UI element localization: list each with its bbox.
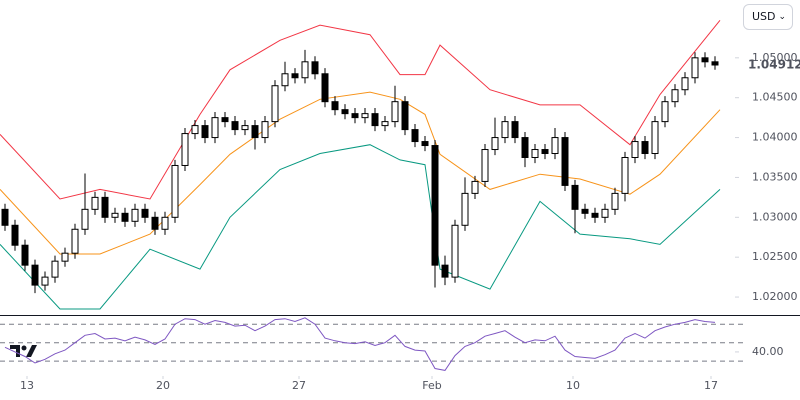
y-tick-label: 1.04000 — [752, 131, 798, 144]
candle-body — [61, 252, 69, 262]
candle-body — [371, 113, 379, 127]
chevron: ⌄ — [778, 12, 786, 22]
y-tick-label: 1.03500 — [752, 170, 798, 183]
candle-body — [631, 141, 639, 158]
x-tick-label: 10 — [566, 379, 580, 392]
currency-label: USD — [752, 10, 776, 23]
candle-body — [521, 137, 529, 159]
candle-body — [251, 125, 259, 139]
candle-body — [171, 164, 179, 218]
candle-body — [571, 184, 579, 210]
candle-body — [211, 117, 219, 139]
y-tick-label: 1.04500 — [752, 91, 798, 104]
candle-body — [91, 196, 99, 210]
candle-body — [331, 101, 339, 111]
candle-body — [151, 216, 159, 230]
candle-body — [421, 141, 429, 147]
candle-body — [21, 244, 29, 266]
candle-body — [561, 137, 569, 186]
candle-body — [601, 208, 609, 218]
x-tick-label: 17 — [704, 379, 718, 392]
candle-body — [281, 73, 289, 87]
candle-body — [391, 101, 399, 123]
candle-body — [51, 260, 59, 278]
candle-body — [541, 149, 549, 155]
x-tick-label: Feb — [422, 379, 441, 392]
y-tick-label: 1.02000 — [752, 290, 798, 303]
candle-body — [591, 212, 599, 218]
candle-body — [661, 101, 669, 123]
candle-body — [161, 216, 169, 230]
band-line — [0, 91, 721, 255]
candle-body — [611, 192, 619, 210]
candle-body — [81, 208, 89, 230]
candle-body — [411, 129, 419, 143]
y-tick-label: 1.03000 — [752, 210, 798, 223]
candle-body — [301, 61, 309, 79]
candle-body — [461, 192, 469, 226]
candle-body — [71, 228, 79, 254]
rsi-line — [4, 317, 716, 371]
candle-body — [651, 121, 659, 155]
candle-body — [711, 61, 719, 66]
candle-body — [341, 109, 349, 115]
candle-body — [311, 61, 319, 75]
band-line — [0, 19, 721, 200]
candle-body — [401, 101, 409, 131]
candle-body — [291, 73, 299, 79]
x-tick-label: 27 — [292, 379, 306, 392]
candle-body — [221, 117, 229, 123]
candle-body — [641, 141, 649, 155]
candle-body — [231, 121, 239, 131]
candle-body — [121, 212, 129, 222]
candle-body — [101, 196, 109, 218]
candle-body — [361, 113, 369, 119]
candle-body — [1, 208, 9, 226]
candle-body — [481, 149, 489, 182]
candle-body — [511, 121, 519, 139]
candle-body — [11, 224, 19, 246]
candle-body — [191, 125, 199, 135]
candle-body — [671, 89, 679, 103]
x-tick-label: 20 — [156, 379, 170, 392]
candle-body — [41, 276, 49, 286]
candle-body — [451, 224, 459, 278]
candle-body — [691, 57, 699, 79]
candle-body — [471, 180, 479, 194]
band-line — [0, 144, 721, 310]
candle-body — [441, 264, 449, 278]
candle-body — [701, 57, 709, 63]
candle-body — [351, 113, 359, 119]
candle-body — [181, 133, 189, 166]
candle-body — [491, 137, 499, 151]
candle-body — [431, 145, 439, 266]
candle-body — [131, 208, 139, 222]
logo — [10, 345, 37, 357]
candle-body — [551, 137, 559, 155]
candle-body — [681, 77, 689, 91]
candle-body — [501, 121, 509, 139]
candle-body — [201, 125, 209, 139]
candle-body — [621, 157, 629, 194]
last-price-label: 1.04912 — [748, 57, 800, 71]
candle-body — [531, 149, 539, 158]
candle-body — [31, 264, 39, 286]
candle-body — [261, 121, 269, 139]
x-tick-label: 13 — [20, 379, 34, 392]
candle-body — [381, 121, 389, 127]
y-tick-label: 40.00 — [752, 345, 784, 358]
currency-button[interactable]: USD ⌄ — [743, 4, 793, 30]
candle-body — [111, 212, 119, 218]
candle-body — [581, 208, 589, 214]
y-tick-label: 1.02500 — [752, 250, 798, 263]
candle-body — [241, 125, 249, 131]
candle-body — [271, 85, 279, 123]
y-tick-label: 1.05000 — [752, 51, 798, 64]
candle-body — [321, 73, 329, 103]
candle-body — [141, 208, 149, 218]
